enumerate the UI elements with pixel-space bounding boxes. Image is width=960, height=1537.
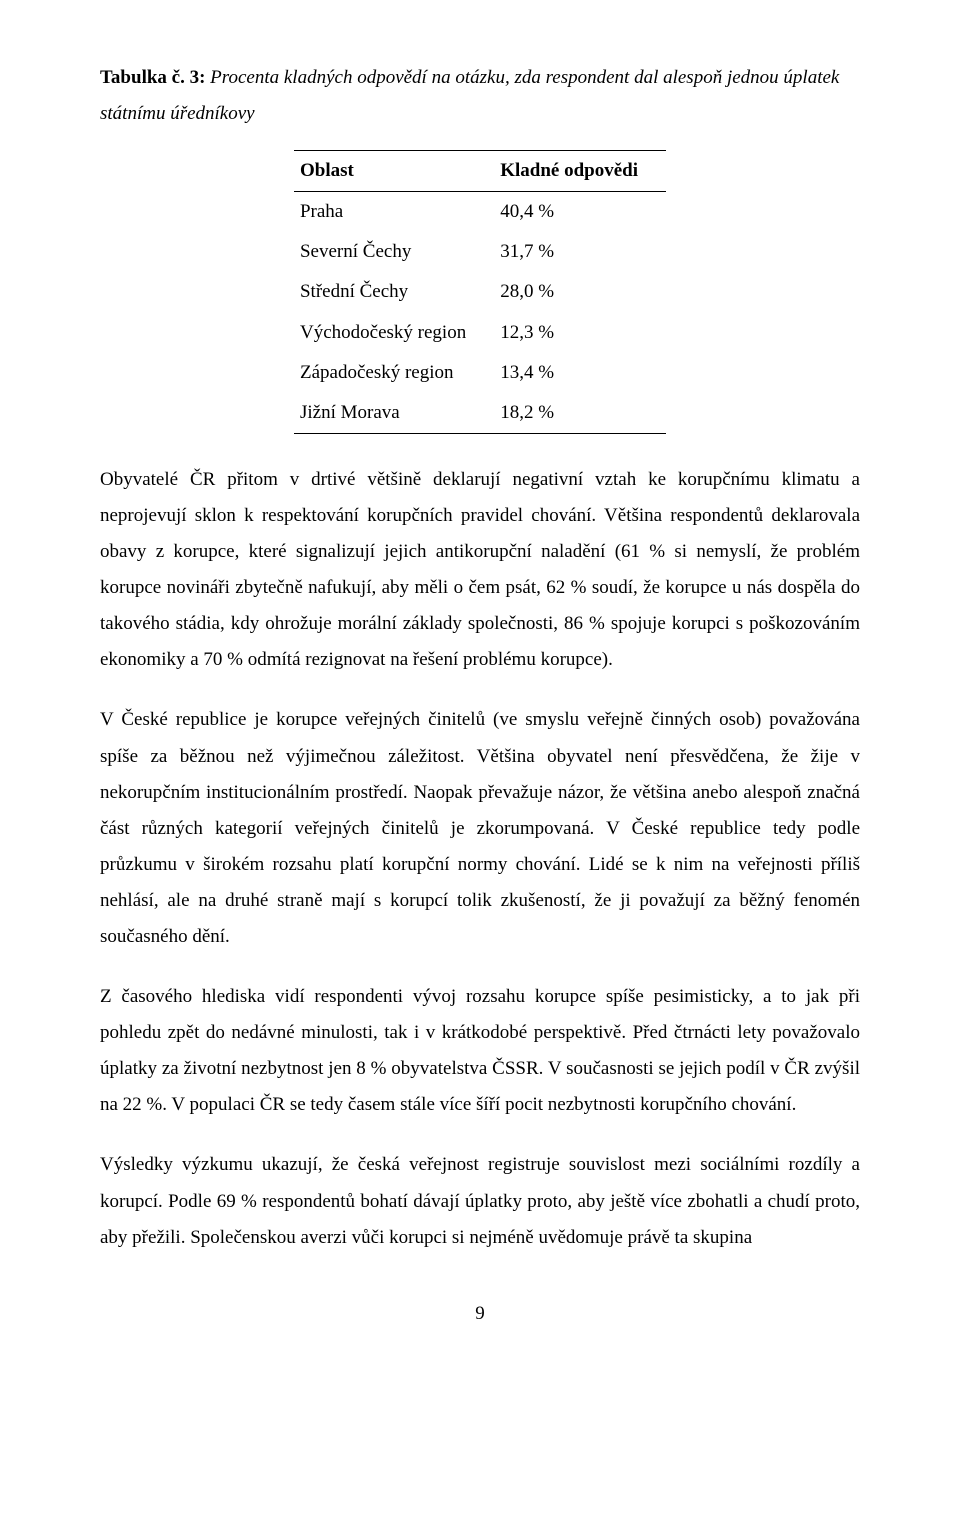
table-row: Jižní Morava 18,2 % [294, 393, 666, 434]
table-row: Severní Čechy 31,7 % [294, 232, 666, 272]
table-row: Praha 40,4 % [294, 192, 666, 233]
paragraph-4: Výsledky výzkumu ukazují, že česká veřej… [100, 1147, 860, 1255]
col-odpovedi: Kladné odpovědi [494, 151, 666, 192]
table-row: Střední Čechy 28,0 % [294, 272, 666, 312]
paragraph-1: Obyvatelé ČR přitom v drtivé většině dek… [100, 462, 860, 679]
table-row: Východočeský region 12,3 % [294, 313, 666, 353]
caption-text: Procenta kladných odpovědí na otázku, zd… [100, 67, 839, 124]
table-row: Západočeský region 13,4 % [294, 353, 666, 393]
col-oblast: Oblast [294, 151, 494, 192]
table-caption: Tabulka č. 3: Procenta kladných odpovědí… [100, 60, 860, 132]
data-table: Oblast Kladné odpovědi Praha 40,4 % Seve… [294, 150, 666, 434]
page-number: 9 [100, 1296, 860, 1332]
table-header-row: Oblast Kladné odpovědi [294, 151, 666, 192]
document-page: Tabulka č. 3: Procenta kladných odpovědí… [0, 0, 960, 1372]
paragraph-2: V České republice je korupce veřejných č… [100, 702, 860, 955]
paragraph-3: Z časového hlediska vidí respondenti výv… [100, 979, 860, 1123]
caption-label: Tabulka č. 3: [100, 67, 205, 88]
